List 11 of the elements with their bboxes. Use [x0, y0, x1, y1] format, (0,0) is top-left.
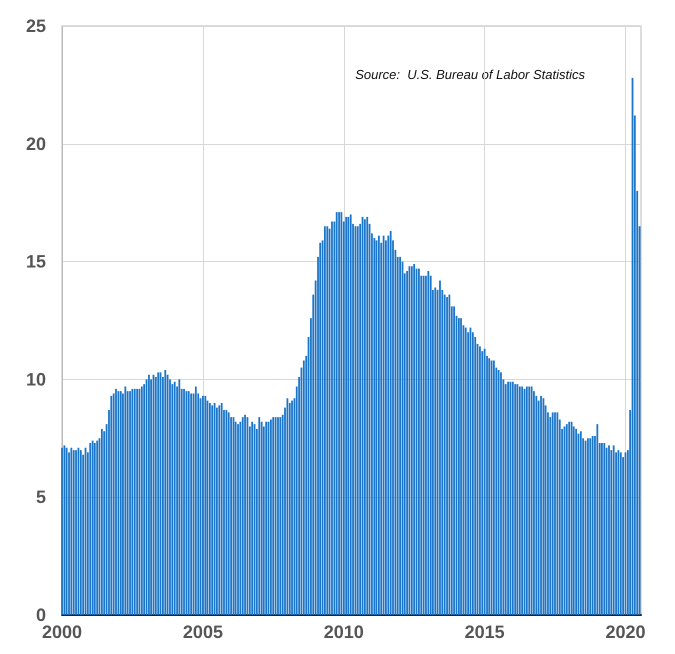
x-tick-label: 2020	[605, 622, 646, 642]
x-tick-label: 2005	[182, 622, 223, 642]
y-tick-label: 25	[26, 16, 46, 36]
x-tick-label: 2000	[42, 622, 82, 642]
y-tick-label: 20	[26, 134, 46, 154]
x-tick-label: 2015	[464, 622, 505, 642]
y-tick-label: 5	[36, 487, 46, 508]
x-tick-label: 2010	[324, 622, 364, 642]
y-tick-label: 15	[26, 252, 46, 272]
y-tick-label: 10	[26, 369, 46, 390]
y-tick-label: 0	[36, 605, 46, 625]
